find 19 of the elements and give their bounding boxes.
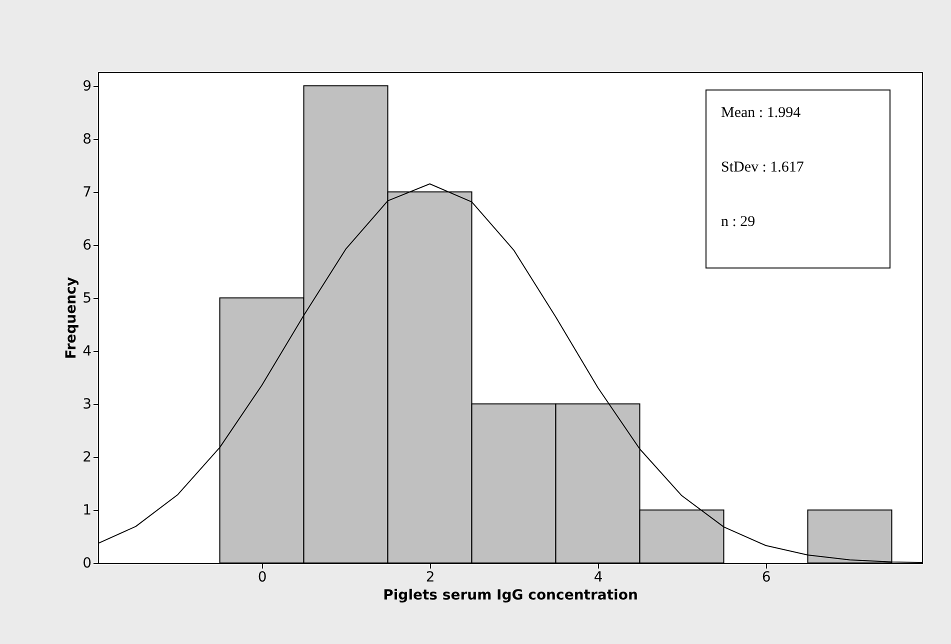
x-tick-label: 2 <box>426 570 435 586</box>
y-tick-label: 0 <box>82 556 92 572</box>
annotation: StDev : 1.617 <box>721 160 804 176</box>
y-tick-label: 8 <box>82 131 92 148</box>
y-tick-label: 3 <box>82 396 92 412</box>
y-tick-label: 1 <box>82 502 92 518</box>
y-tick-label: 2 <box>82 449 92 466</box>
y-tick-label: 5 <box>82 290 92 306</box>
annotation: Mean : 1.994 <box>721 105 802 121</box>
x-tick-label: 0 <box>258 570 267 586</box>
y-tick-label: 4 <box>82 343 92 360</box>
x-axis-title: Piglets serum IgG concentration <box>383 588 638 604</box>
x-tick-label: 6 <box>762 570 771 586</box>
y-tick-label: 7 <box>82 184 92 200</box>
y-tick-label: 6 <box>82 237 92 254</box>
y-tick-label: 9 <box>82 78 92 94</box>
x-tick-label: 4 <box>594 570 603 586</box>
annotation: n : 29 <box>721 214 756 230</box>
y-axis-title: Frequency <box>64 277 80 359</box>
